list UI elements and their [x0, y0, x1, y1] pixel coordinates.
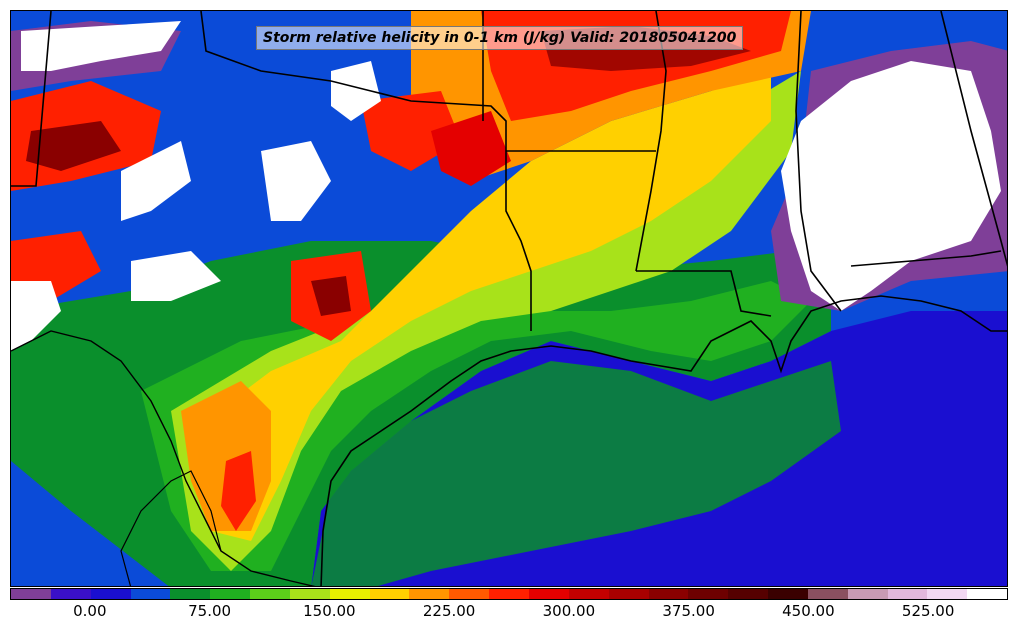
colorbar-tick-label: 225.00: [422, 602, 476, 620]
colorbar-segment: [807, 589, 848, 599]
colorbar-segment: [489, 589, 529, 599]
colorbar-segment: [409, 589, 450, 599]
colorbar-segment: [289, 589, 330, 599]
colorbar-tick-label: 0.00: [73, 602, 107, 620]
colorbar-segment: [728, 589, 769, 599]
colorbar-segment: [967, 589, 1008, 599]
darkred-blob-mid: [311, 276, 351, 316]
colorbar-segment: [887, 589, 928, 599]
map-panel: Storm relative helicity in 0-1 km (J/kg)…: [10, 10, 1008, 587]
colorbar-segment: [449, 589, 490, 599]
colorbar-tick-label: 300.00: [542, 602, 596, 620]
red-blob-east: [431, 111, 511, 186]
colorbar-segment: [130, 589, 171, 599]
blank-area-east: [781, 61, 1001, 311]
colorbar-tick-label: 150.00: [303, 602, 356, 620]
colorbar-segment: [768, 589, 808, 599]
rio-grande-border: [11, 330, 316, 586]
blank-area-w1: [121, 141, 191, 221]
gulf-green-shelf: [311, 361, 841, 586]
colorbar-segment: [170, 589, 211, 599]
gulf-coastline: [320, 295, 1007, 586]
yellow-field: [191, 71, 771, 541]
colorbar-ticks: 0.00 75.00 150.00 225.00 300.00 375.00 450.00 5…: [10, 600, 1008, 630]
colorbar-segment: [688, 589, 729, 599]
colorbar-segment: [329, 589, 370, 599]
colorbar-segment: [528, 589, 569, 599]
blank-area-nw: [21, 21, 181, 71]
colorbar-segment: [210, 589, 251, 599]
colorbar-tick-label: 375.00: [662, 602, 715, 620]
colorbar: [10, 588, 1008, 600]
blank-area-n1: [331, 61, 381, 121]
colorbar-segment: [847, 589, 888, 599]
colorbar-segment: [369, 589, 410, 599]
helicity-map: [11, 11, 1007, 586]
map-title: Storm relative helicity in 0-1 km (J/kg)…: [256, 26, 744, 50]
colorbar-segment: [11, 589, 51, 599]
blank-area-w3: [131, 251, 221, 301]
colorbar-segment: [648, 589, 689, 599]
colorbar-segment: [90, 589, 131, 599]
colorbar-segment: [927, 589, 968, 599]
colorbar-segment: [608, 589, 649, 599]
red-field-south: [221, 451, 256, 531]
colorbar-tick-label: 75.00: [188, 602, 232, 620]
colorbar-tick-label: 525.00: [901, 602, 955, 620]
colorbar-tick-label: 450.00: [782, 602, 835, 620]
mexico-inner-border: [120, 470, 222, 586]
darkred-blob-west: [26, 121, 121, 171]
colorbar-segment: [568, 589, 609, 599]
blank-area-w4: [11, 281, 61, 351]
state-boundaries: [11, 11, 1007, 331]
blank-area-w2: [261, 141, 331, 221]
colorbar-segment: [250, 589, 290, 599]
colorbar-segment: [50, 589, 91, 599]
